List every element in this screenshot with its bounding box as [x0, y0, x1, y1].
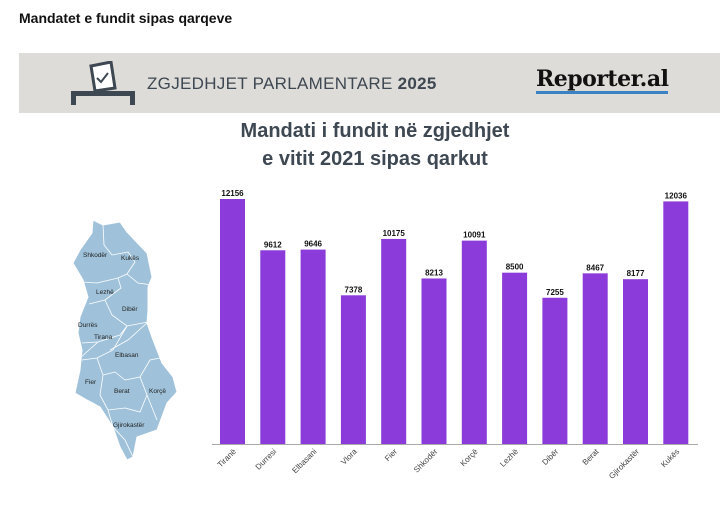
- data-label: 8500: [506, 263, 524, 272]
- chart-title-line2: e vitit 2021 sipas qarkut: [262, 148, 488, 170]
- x-tick-label: Durresi: [254, 447, 279, 472]
- chart-title-line1: Mandati i fundit në zgjedhjet: [240, 120, 510, 142]
- x-tick-label: Gjirokastër: [607, 447, 641, 481]
- bar: [340, 295, 366, 444]
- map-label: Tirana: [94, 334, 113, 341]
- x-tick-label: Fier: [383, 447, 399, 463]
- x-tick-label: Korçë: [459, 447, 481, 469]
- map-label: Shkodër: [83, 252, 108, 259]
- map-label: Lezhë: [96, 289, 114, 296]
- bar: [663, 201, 689, 444]
- map-label: Fier: [85, 379, 97, 386]
- map-label: Dibër: [122, 306, 138, 313]
- banner-title: ZGJEDHJET PARLAMENTARE 2025: [147, 74, 437, 93]
- x-tick-label: Kukës: [659, 447, 681, 469]
- data-label: 8467: [586, 263, 604, 272]
- bar: [260, 250, 286, 444]
- data-label: 7378: [345, 285, 363, 294]
- page-title: Mandatet e fundit sipas qarqeve: [19, 10, 233, 26]
- data-label: 9646: [304, 240, 322, 249]
- data-label: 8213: [425, 268, 443, 277]
- bar: [542, 297, 568, 444]
- bar: [381, 238, 407, 444]
- x-tick-label: Shkodër: [412, 447, 440, 475]
- bar: [421, 278, 447, 444]
- map-label: Berat: [114, 388, 130, 395]
- x-tick-label: Lezhë: [498, 447, 520, 469]
- data-label: 9612: [264, 240, 282, 249]
- data-label: 12156: [221, 189, 244, 198]
- x-tick-label: Elbasani: [290, 447, 318, 475]
- bar: [461, 240, 487, 444]
- data-label: 12036: [665, 191, 688, 200]
- bar-series: 12156 Tiranë 9612 Durresi 9646 Elbasani 7378 Vl…: [216, 189, 689, 481]
- bar: [623, 279, 648, 444]
- map-label: Durrës: [78, 322, 98, 329]
- data-label: 10091: [463, 231, 486, 240]
- x-tick-label: Berat: [581, 447, 601, 467]
- x-tick-label: Dibër: [540, 447, 560, 467]
- x-tick-label: Tiranë: [216, 447, 239, 470]
- x-tick-label: Vlora: [339, 447, 359, 467]
- data-label: 8177: [627, 269, 645, 278]
- map-label: Kukës: [121, 255, 140, 262]
- map-label: Korçë: [149, 388, 166, 395]
- ballot-box-icon: [71, 61, 135, 105]
- chart-title: Mandati i fundit në zgjedhjet e vitit 20…: [200, 117, 550, 173]
- bar: [582, 273, 608, 444]
- map-label: Elbasan: [115, 352, 139, 359]
- data-label: 10175: [383, 229, 406, 238]
- map-label: Gjirokastër: [113, 422, 145, 429]
- map-borders: [79, 224, 161, 458]
- albania-map: Shkodër Kukës Lezhë Dibër Durrës Tirana …: [72, 219, 178, 461]
- data-label: 7255: [546, 288, 564, 297]
- bar: [502, 272, 528, 444]
- reporter-logo: Reporter.al: [536, 66, 669, 94]
- bar: [220, 199, 245, 444]
- banner: ZGJEDHJET PARLAMENTARE 2025 Reporter.al: [19, 53, 720, 113]
- bar: [300, 249, 326, 444]
